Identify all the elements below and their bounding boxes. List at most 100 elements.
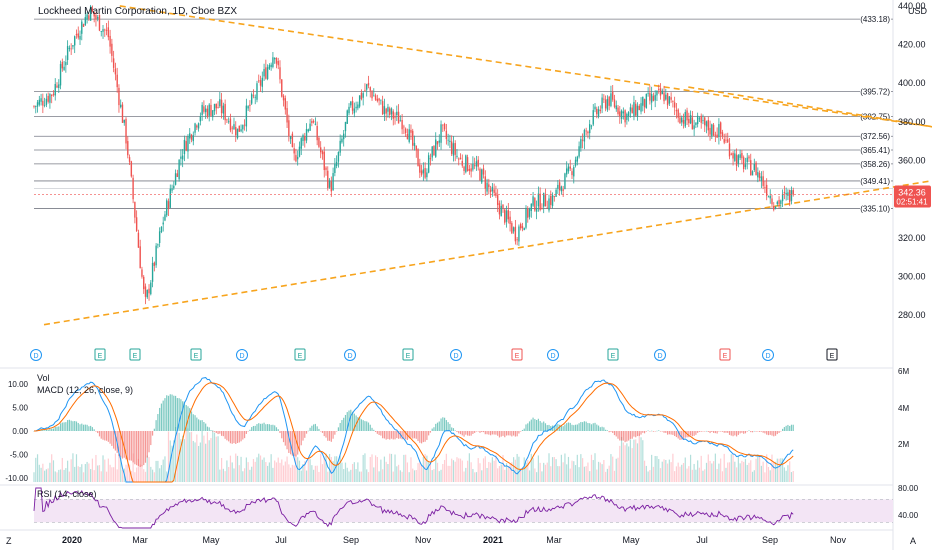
- dividend-icon[interactable]: [30, 349, 42, 361]
- volume-bar: [146, 455, 148, 482]
- earnings-icon[interactable]: [511, 348, 523, 361]
- volume-bar: [70, 459, 72, 482]
- dividend-icon[interactable]: [762, 349, 774, 361]
- candle-body: [176, 173, 179, 178]
- time-axis[interactable]: 2020 Mar May Jul Sep Nov 2021 Mar May Jul Sep Nov: [62, 535, 847, 545]
- volume-bar: [357, 462, 359, 482]
- macd-histogram-bar: [182, 401, 184, 431]
- volume-bar: [608, 465, 610, 482]
- candle-body: [642, 96, 644, 106]
- candle-body: [412, 130, 414, 146]
- macd-histogram-bar: [84, 424, 86, 431]
- macd-histogram-bar: [125, 431, 127, 460]
- macd-histogram-bar: [445, 420, 447, 431]
- volume-bar: [394, 454, 396, 482]
- macd-histogram-bar: [396, 431, 398, 439]
- macd-histogram-bar: [442, 417, 444, 431]
- candle-body: [491, 186, 494, 192]
- volume-bar: [465, 467, 467, 482]
- macd-histogram-bar: [677, 431, 679, 439]
- macd-histogram-bar: [785, 425, 787, 431]
- earnings-icon[interactable]: [719, 348, 731, 361]
- volume-bar: [254, 461, 256, 482]
- candle-body: [645, 93, 648, 109]
- volume-bar: [408, 472, 410, 482]
- price-axis[interactable]: 440.00420.00400.00380.00360.00340.00320.…: [34, 1, 931, 320]
- candle-body: [519, 224, 522, 229]
- candle-body: [427, 155, 430, 173]
- volume-bar: [452, 460, 455, 482]
- candle-body: [567, 166, 570, 172]
- macd-histogram-bar: [783, 427, 785, 431]
- candle-body: [466, 157, 469, 172]
- dividend-icon[interactable]: [236, 349, 248, 361]
- earnings-icon[interactable]: [129, 348, 141, 361]
- earnings-icon[interactable]: [826, 348, 838, 361]
- volume-bar: [162, 459, 164, 482]
- dividend-icon[interactable]: [654, 349, 666, 361]
- macd-histogram-bar: [344, 414, 347, 431]
- candle-body: [364, 90, 366, 92]
- volume-bar: [527, 459, 529, 482]
- candle-body: [286, 108, 288, 123]
- candle-body: [243, 124, 246, 126]
- macd-histogram-bar: [82, 424, 85, 431]
- earnings-icon[interactable]: [94, 348, 106, 361]
- volume-bar: [759, 456, 761, 482]
- volume-bar: [224, 471, 226, 482]
- volume-bar: [341, 462, 343, 482]
- candle-body: [488, 184, 490, 188]
- macd-histogram-bar: [238, 431, 240, 443]
- candle-body: [105, 29, 108, 31]
- candle-body: [755, 162, 757, 176]
- macd-histogram-bar: [162, 400, 164, 431]
- macd-histogram-bar: [244, 431, 246, 439]
- candle-body: [77, 33, 79, 38]
- macd-histogram-bar: [426, 431, 428, 440]
- candle-body: [89, 6, 92, 21]
- auto-scale-icon[interactable]: A: [910, 536, 916, 546]
- macd-histogram-bar: [438, 421, 440, 431]
- volume-bar: [502, 454, 504, 482]
- earnings-icon[interactable]: [402, 348, 414, 361]
- volume-bar: [151, 469, 154, 482]
- dividend-icon[interactable]: [344, 349, 356, 361]
- candle-body: [390, 108, 393, 115]
- candle-body: [514, 226, 517, 242]
- volume-bar: [419, 460, 421, 482]
- candle-body: [617, 107, 619, 114]
- macd-histogram-bar: [367, 422, 370, 431]
- macd-histogram-bar: [718, 431, 720, 432]
- macd-histogram-bar: [642, 431, 644, 433]
- earnings-icon[interactable]: [294, 348, 306, 361]
- volume-bar: [344, 462, 347, 482]
- volume-bar: [514, 459, 516, 482]
- dividend-icon[interactable]: [547, 349, 559, 361]
- macd-histogram-bar: [291, 431, 293, 456]
- earnings-icon[interactable]: [607, 348, 619, 361]
- volume-bar: [590, 454, 593, 482]
- macd-tick: 10.00: [8, 380, 29, 389]
- goto-start-icon[interactable]: Z: [6, 536, 12, 546]
- volume-bar: [643, 460, 646, 482]
- macd-histogram-bar: [159, 407, 161, 431]
- candle-body: [509, 216, 511, 224]
- volume-bar: [120, 456, 122, 482]
- candle-body: [535, 207, 538, 212]
- chart-title: Lockheed Martin Corporation, 1D, Cboe BZ…: [38, 6, 237, 17]
- macd-histogram-bar: [429, 431, 432, 433]
- macd-histogram-bar: [176, 398, 178, 431]
- candle-body: [387, 106, 389, 112]
- candle-body: [385, 108, 387, 114]
- volume-bar: [84, 464, 86, 482]
- volume-bar: [159, 468, 161, 482]
- candle-body: [666, 93, 669, 106]
- candle-body: [778, 199, 780, 205]
- candle-body: [56, 85, 58, 88]
- earnings-icon[interactable]: [190, 348, 202, 361]
- volume-bar: [86, 461, 88, 482]
- volume-tick: 6M: [898, 367, 909, 376]
- candle-body: [718, 124, 720, 137]
- dividend-icon[interactable]: [450, 349, 462, 361]
